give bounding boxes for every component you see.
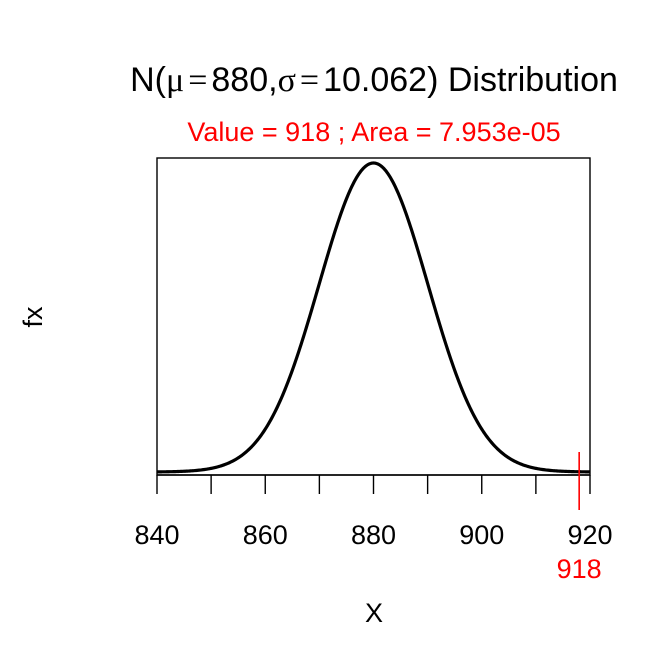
x-axis-ticks [156, 475, 591, 494]
chart-title: N(μ = 880,σ = 10.062) Distribution [130, 61, 618, 99]
x-tick-label-880: 880 [351, 520, 396, 550]
x-axis-label: X [365, 598, 383, 628]
chart-subtitle: Value = 918 ; Area = 7.953e-05 [187, 117, 560, 147]
title-equals-2: = [300, 62, 319, 99]
x-axis-tick-labels: 840 860 880 900 920 [134, 520, 612, 550]
sigma-symbol: σ [278, 62, 296, 99]
mu-symbol: μ [166, 62, 184, 99]
x-tick-label-860: 860 [243, 520, 288, 550]
title-equals-1: = [188, 62, 207, 99]
title-mu-value: 880 [211, 61, 268, 99]
title-prefix: N( [130, 61, 167, 99]
x-tick-label-900: 900 [459, 520, 504, 550]
title-comma: , [268, 61, 277, 99]
plot-frame [156, 157, 591, 476]
value-marker-label: 918 [557, 554, 602, 584]
title-sigma-value: 10.062 [323, 61, 427, 99]
y-axis-label: fx [18, 306, 48, 328]
x-tick-label-920: 920 [567, 520, 612, 550]
density-curve [156, 161, 591, 474]
title-suffix: ) Distribution [427, 61, 618, 99]
x-tick-label-840: 840 [134, 520, 179, 550]
